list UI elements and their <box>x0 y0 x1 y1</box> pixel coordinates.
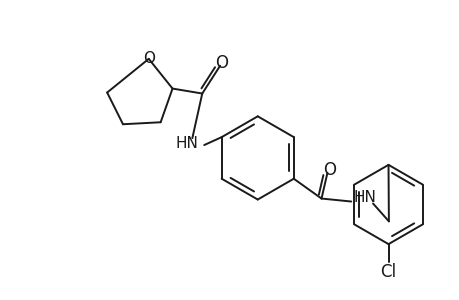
Text: HN: HN <box>176 136 198 151</box>
Text: O: O <box>215 54 228 72</box>
Text: Cl: Cl <box>380 263 396 281</box>
Text: O: O <box>322 161 335 179</box>
Text: HN: HN <box>353 190 376 205</box>
Text: O: O <box>142 51 154 66</box>
